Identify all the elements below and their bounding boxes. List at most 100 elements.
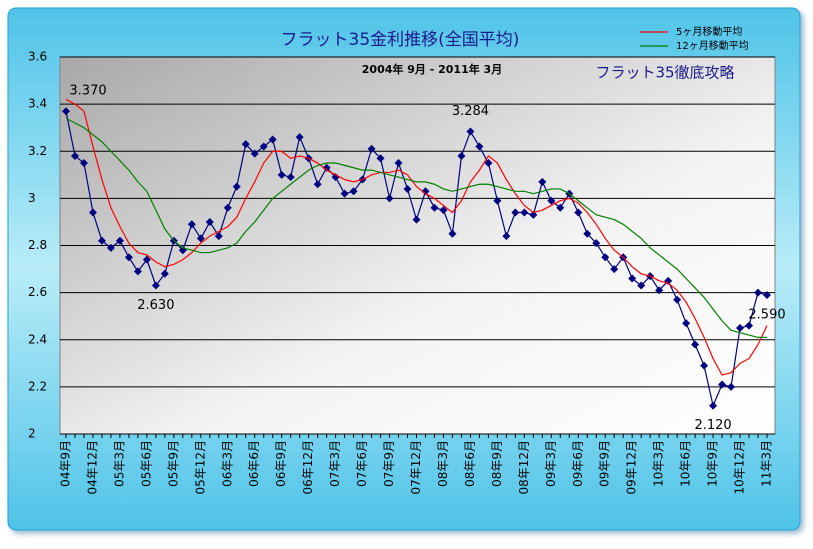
- x-tick-label: 06年6月: [247, 440, 261, 487]
- data-point: [349, 187, 358, 196]
- data-point: [376, 154, 385, 163]
- data-point: [763, 290, 771, 299]
- y-tick-label: 3.4: [28, 97, 47, 111]
- x-tick-label: 08年6月: [463, 440, 477, 487]
- data-point: [259, 142, 268, 151]
- data-point: [115, 236, 124, 245]
- data-point: [340, 189, 349, 198]
- data-point: [331, 173, 340, 182]
- data-point: [205, 217, 214, 226]
- data-point: [574, 208, 583, 217]
- data-point: [655, 286, 664, 295]
- x-tick-label: 07年6月: [355, 440, 369, 487]
- x-tick-label: 08年3月: [436, 440, 450, 487]
- data-label: 3.284: [452, 104, 489, 119]
- y-tick-label: 2.8: [28, 238, 47, 252]
- x-tick-label: 09年6月: [571, 440, 585, 487]
- data-point: [367, 144, 376, 153]
- y-tick-label: 2.2: [28, 379, 47, 393]
- data-point: [223, 203, 232, 212]
- data-point: [682, 319, 691, 328]
- x-tick-label: 07年12月: [409, 440, 423, 495]
- x-tick-label: 06年9月: [274, 440, 288, 487]
- data-point: [196, 234, 205, 243]
- data-point: [412, 215, 421, 224]
- legend-label: 12ヶ月移動平均: [676, 39, 749, 52]
- x-tick-label: 05年3月: [112, 440, 126, 487]
- x-tick-label: 04年9月: [59, 440, 73, 487]
- data-point: [466, 127, 475, 136]
- data-point: [718, 380, 727, 389]
- x-tick-label: 06年12月: [301, 440, 315, 495]
- data-point: [241, 140, 250, 149]
- data-point: [511, 208, 520, 217]
- data-point: [493, 196, 502, 205]
- data-point: [295, 133, 304, 142]
- y-tick-label: 3.6: [28, 50, 47, 64]
- y-tick-label: 2.6: [28, 285, 47, 299]
- x-tick-label: 07年9月: [382, 440, 396, 487]
- x-tick-label: 04年12月: [85, 440, 99, 495]
- data-point: [583, 229, 592, 238]
- x-tick-label: 06年3月: [220, 440, 234, 487]
- data-point: [430, 203, 439, 212]
- data-point: [97, 236, 106, 245]
- data-point: [754, 288, 763, 297]
- data-point: [502, 232, 511, 241]
- data-point: [736, 323, 745, 332]
- data-point: [484, 159, 493, 168]
- x-tick-label: 09年12月: [625, 440, 639, 495]
- x-tick-label: 10年12月: [733, 440, 747, 495]
- data-point: [313, 180, 322, 189]
- data-label: 2.120: [694, 418, 731, 433]
- data-point: [538, 177, 547, 186]
- data-point: [394, 159, 403, 168]
- data-point: [88, 208, 97, 217]
- data-point: [439, 206, 448, 215]
- x-tick-label: 05年6月: [139, 440, 153, 487]
- data-point: [691, 340, 700, 349]
- data-point: [385, 194, 394, 203]
- data-point: [124, 253, 133, 262]
- subtitle: 2004年 9月 - 2011年 3月: [362, 62, 502, 76]
- data-point: [286, 173, 295, 182]
- x-tick-label: 11年3月: [760, 440, 774, 487]
- chart-title: フラット35金利推移(全国平均): [281, 30, 520, 50]
- data-point: [592, 239, 601, 248]
- data-point: [637, 281, 646, 290]
- data-point: [547, 196, 556, 205]
- data-point: [475, 142, 484, 151]
- data-point: [529, 210, 538, 219]
- data-point: [250, 149, 259, 158]
- series-line: [65, 117, 767, 338]
- x-tick-label: 10年3月: [652, 440, 666, 487]
- data-label: 2.590: [748, 307, 785, 322]
- data-point: [151, 281, 160, 290]
- data-point: [601, 253, 610, 262]
- data-point: [448, 229, 457, 238]
- data-point: [277, 170, 286, 179]
- data-label: 2.630: [137, 298, 174, 313]
- x-tick-label: 05年12月: [193, 440, 207, 495]
- data-point: [232, 182, 241, 191]
- data-point: [70, 151, 79, 160]
- x-tick-label: 09年9月: [598, 440, 612, 487]
- data-label: 3.370: [69, 84, 106, 99]
- data-point: [214, 232, 223, 241]
- data-point: [142, 255, 151, 264]
- data-point: [727, 382, 736, 391]
- x-tick-label: 07年3月: [328, 440, 342, 487]
- data-point: [709, 401, 718, 410]
- data-point: [133, 267, 142, 276]
- data-point: [322, 163, 331, 172]
- x-tick-label: 08年9月: [490, 440, 504, 487]
- data-point: [268, 135, 277, 144]
- y-tick-label: 3: [28, 191, 36, 205]
- data-point: [610, 265, 619, 274]
- data-point: [62, 107, 70, 116]
- y-tick-label: 3.2: [28, 144, 47, 158]
- series-line: [65, 98, 768, 376]
